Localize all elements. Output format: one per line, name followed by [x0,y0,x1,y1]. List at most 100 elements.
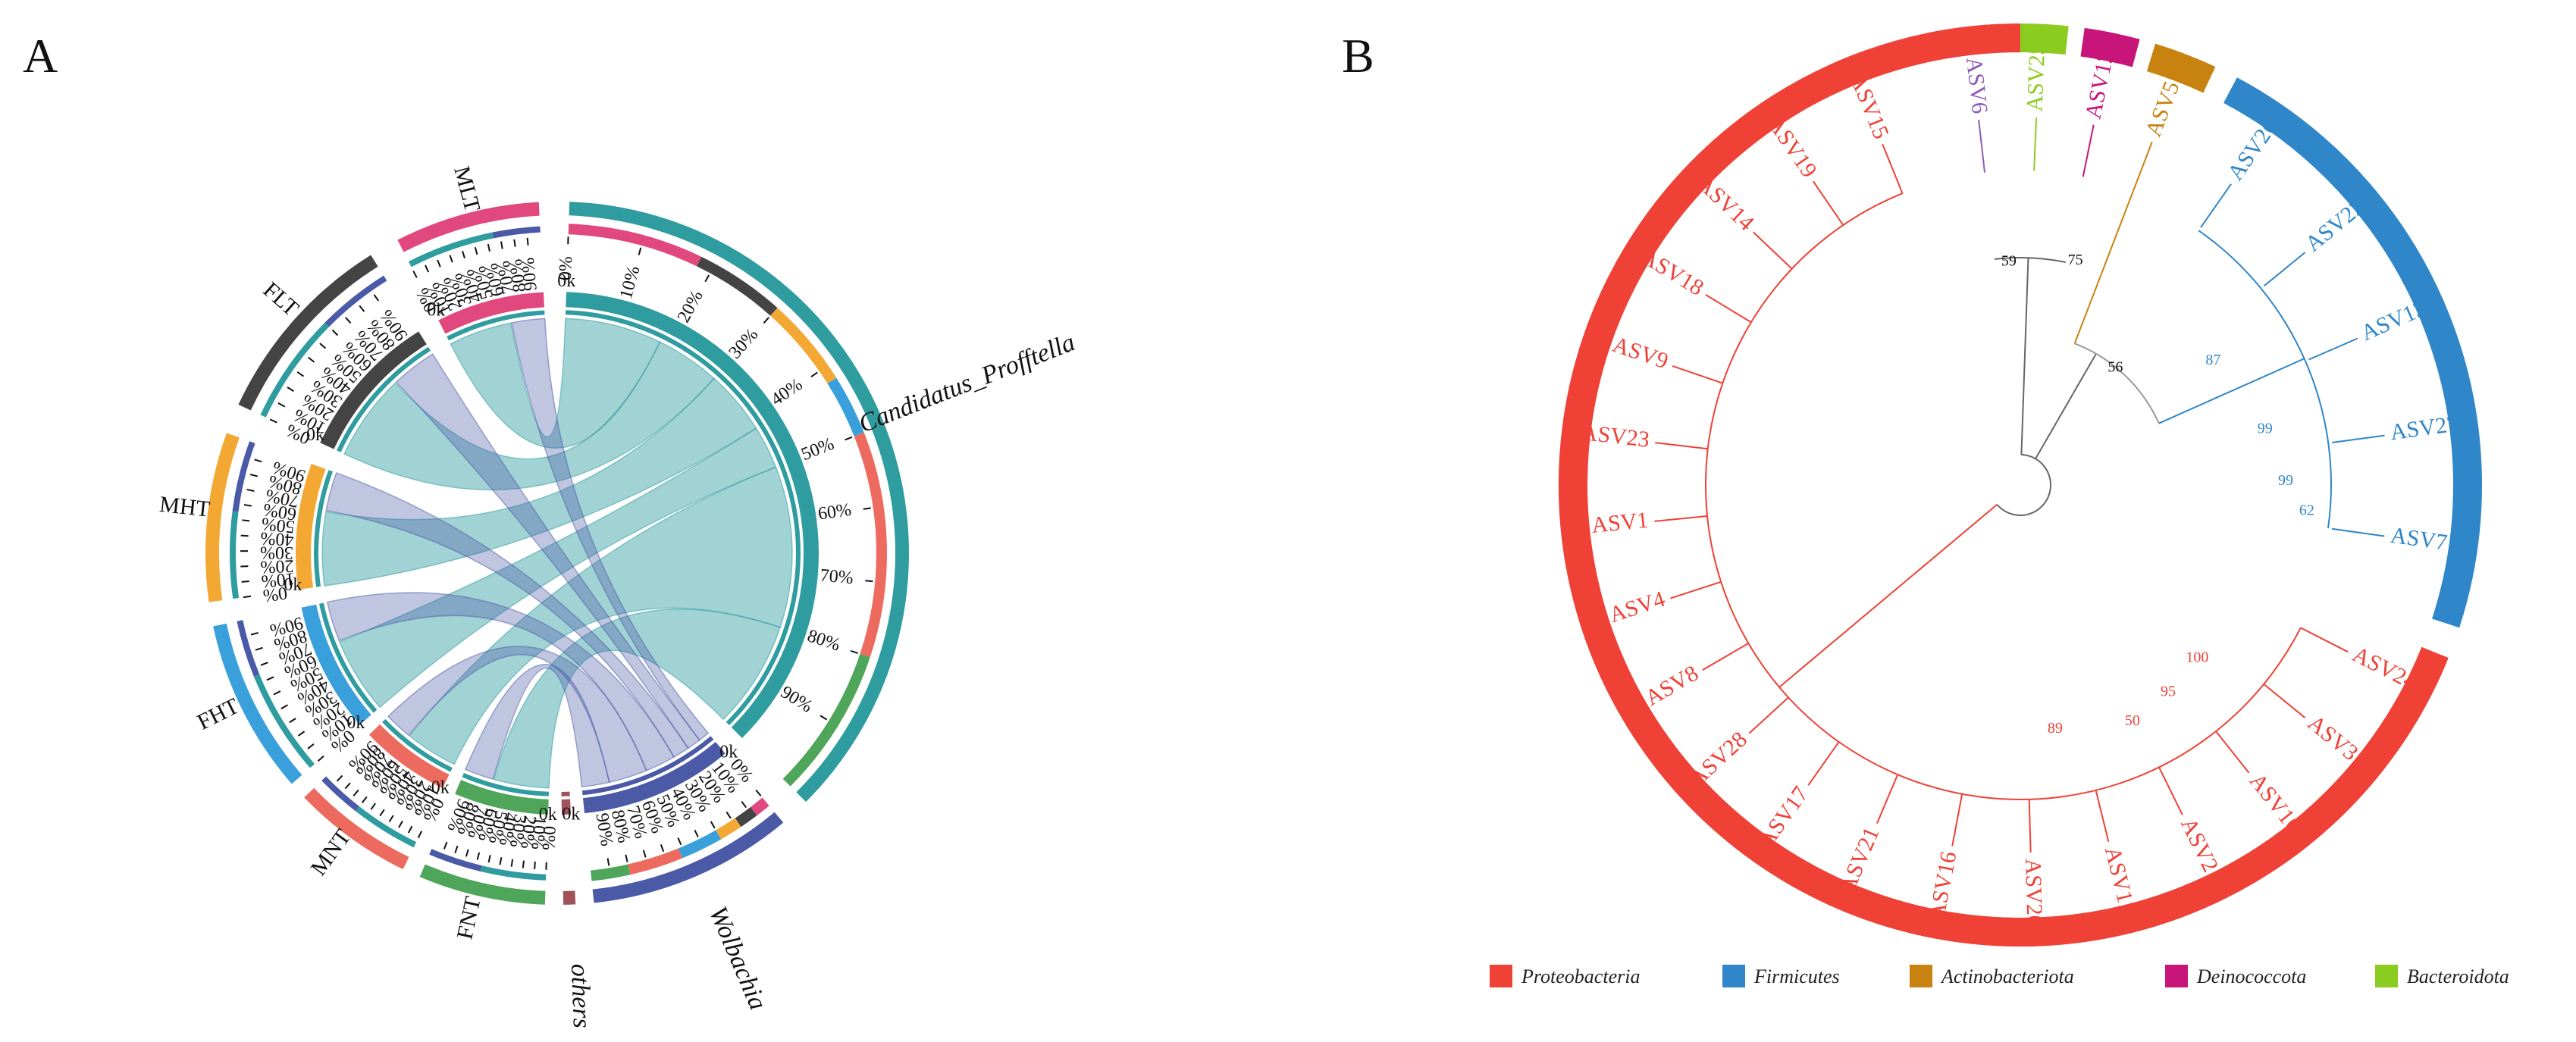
percent-tick-label: 90% [519,257,541,292]
zero-label: 0k [719,743,738,762]
sector-inner-ring [382,718,453,772]
sector-outer-band [304,787,409,870]
legend-label: Bacteroidota [2407,965,2509,987]
sector-inner-arc [320,331,427,449]
bootstrap-value: 100 [2186,649,2208,665]
legend-label: Actinobacteriota [1940,965,2074,987]
bootstrap-value: 99 [2258,420,2273,437]
tick-mark [307,356,315,363]
composition-segment [628,848,683,875]
tree-branches [1654,117,2385,853]
sector-inner-ring [447,310,545,341]
leaf-label: ASV28 [1684,727,1752,791]
chord-ribbon [387,646,647,784]
tick-mark [388,815,394,823]
bootstrap-value: 89 [2048,720,2063,737]
leaf-branch [1882,143,1904,194]
tick-mark [289,718,296,724]
percent-tick-label: 20% [674,287,707,326]
bootstrap-value: 99 [2278,472,2293,489]
leaf-label: ASV6 [1961,55,1992,114]
sector-inner-arc [455,780,549,815]
chord-ribbon [321,377,757,587]
sample-composition [230,511,240,599]
tick-mark [398,820,403,828]
tick-mark [345,317,352,324]
sector-inner-ring [314,470,333,587]
leaf-branch [1670,580,1722,599]
composition-segment [770,308,837,384]
legend-swatch [2165,965,2188,987]
leaf-branch [1705,294,1752,324]
leaf-branch [2263,683,2306,718]
tick-mark [425,264,430,273]
zero-label: 0k [539,805,557,825]
tick-mark [246,488,255,492]
leaf-branch [1672,365,1723,384]
tick-mark [255,646,263,651]
internal-branch [1778,503,1998,688]
internal-branch [2074,343,2160,424]
clade-band [2080,27,2140,67]
leaf-label: ASV24 [2349,642,2421,695]
internal-branch [2035,353,2097,459]
sector-label: Candidatus_Profftella [855,328,1079,438]
sample-composition [260,322,330,418]
leaf-label: ASV14 [1692,171,1759,236]
leaf-branch [2158,767,2183,815]
panel-label-a: A [23,29,58,83]
tick-mark [474,246,478,255]
tick-mark [296,371,304,377]
leaf-label: ASV17 [1753,782,1813,853]
leaf-label: ASV22 [2301,194,2370,257]
tick-mark [412,271,418,278]
leaf-branch [1978,120,1986,173]
tick-mark [476,852,481,860]
panel-label-b: B [1342,29,1374,83]
leaf-branch [2300,627,2349,653]
percent-tick-label: 80% [805,626,843,656]
tick-mark [677,837,682,846]
tick-mark [499,857,503,865]
tick-mark [250,631,259,636]
leaf-label: ASV3 [2303,710,2363,765]
legend-swatch [1490,965,1512,987]
root-arc [1996,454,2051,516]
leaf-label: ASV8 [1641,661,1703,711]
leaf-label: ASV18 [1637,244,1708,301]
tick-mark [370,803,376,810]
sector-outer-band [569,202,909,803]
tick-mark [266,676,274,681]
percent-tick-label: 50% [798,434,836,465]
tick-mark [810,371,818,377]
leaf-branch [1702,643,1749,671]
bootstrap-value: 95 [2161,684,2176,700]
tick-mark [522,860,525,868]
composition-segment [827,377,864,437]
clade-band [2012,23,2069,55]
chord-ribbon [511,318,710,741]
tick-mark [694,830,699,837]
chord-arcs [205,202,909,905]
tick-mark [465,849,469,857]
tick-mark [487,855,491,863]
leaf-branch [2033,117,2038,171]
tick-mark [449,255,453,263]
leaf-branch [2331,527,2385,537]
legend-swatch [1722,965,1745,987]
sector-inner-ring [462,772,550,796]
leaf-label: ASV21 [1835,824,1884,896]
leaf-branch [2200,183,2233,228]
sample-composition [480,865,547,881]
chord-ribbon [464,664,610,788]
tick-mark [487,243,490,252]
clade-legend: Proteobacteria Firmicutes Actinobacteriota… [1490,965,2509,987]
internal-branch [2158,358,2305,424]
leaf-branch [2132,141,2153,192]
leaf-label: ASV26 [2223,114,2283,185]
leaf-label: ASV16 [1924,850,1961,922]
legend-label: Deinococcota [2196,965,2306,987]
percent-tick-label: 10% [261,568,296,591]
leaf-label: ASV10 [2245,768,2307,837]
sector-inner-ring [581,736,714,796]
